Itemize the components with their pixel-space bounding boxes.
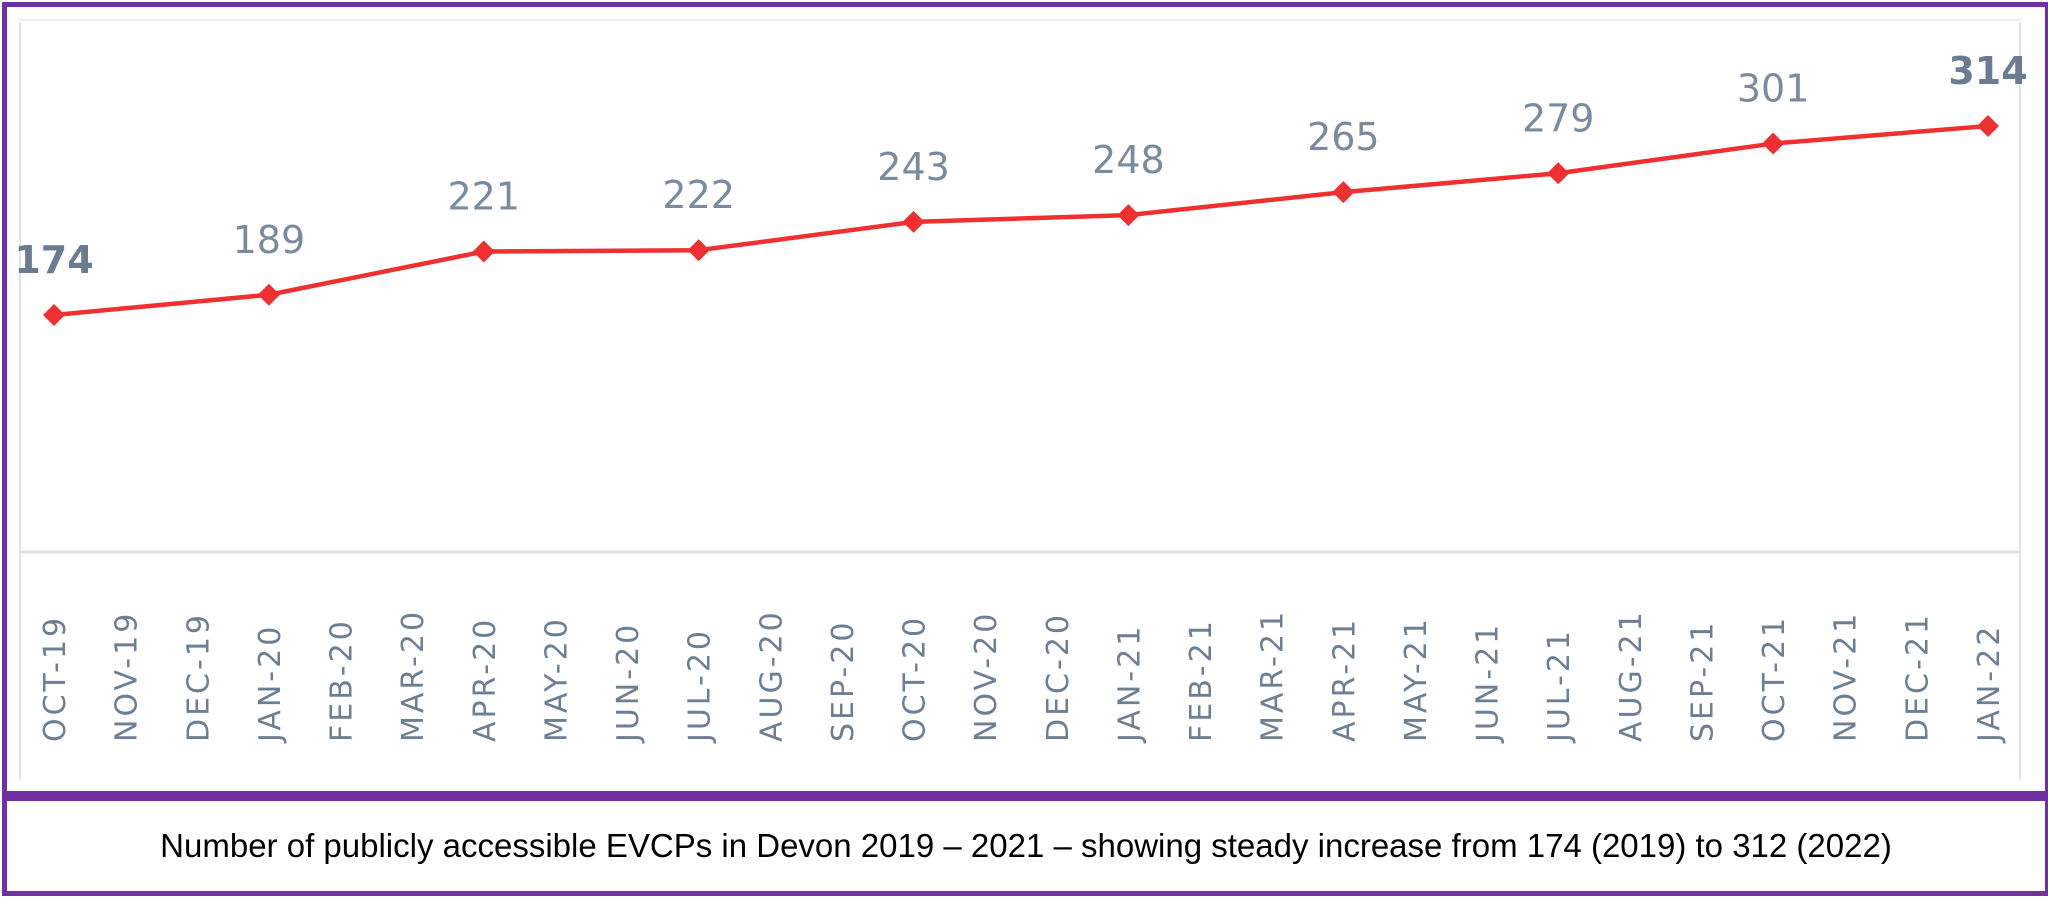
data-label: 265	[1307, 115, 1380, 159]
data-point-marker	[1117, 204, 1140, 227]
data-point-marker	[1332, 181, 1355, 204]
data-point-marker	[687, 239, 710, 262]
x-tick-label: MAY-20	[539, 616, 574, 742]
x-tick-label: OCT-19	[38, 615, 73, 742]
x-tick-label: AUG-20	[754, 609, 789, 742]
x-tick-label: SEP-21	[1685, 620, 1720, 742]
x-tick-label: NOV-19	[110, 611, 145, 742]
line-chart: 174 189 221 222 243 248 265 279 301 314 OCT-19 NOV-…	[14, 19, 2028, 780]
data-label: 174	[14, 238, 93, 282]
data-label: 314	[1948, 49, 2027, 93]
data-point-marker	[1977, 115, 1999, 137]
x-tick-label: MAY-21	[1399, 616, 1434, 742]
x-tick-label: SEP-20	[826, 620, 861, 742]
x-tick-label: APR-20	[468, 617, 503, 742]
data-point-marker	[1762, 132, 1785, 155]
chart-frame	[2, 2, 2048, 796]
x-tick-label: JAN-20	[253, 624, 288, 744]
data-label: 243	[877, 145, 950, 189]
data-point-marker	[43, 304, 65, 326]
x-tick-label: FEB-20	[325, 618, 360, 742]
data-label: 279	[1522, 96, 1595, 140]
chart-caption: Number of publicly accessible EVCPs in D…	[160, 827, 1892, 864]
x-tick-label: APR-21	[1327, 617, 1362, 742]
x-tick-label: OCT-20	[898, 615, 933, 742]
series-line	[53, 123, 1989, 318]
data-label: 248	[1092, 138, 1165, 182]
x-tick-label: NOV-21	[1829, 611, 1864, 742]
data-point-marker	[472, 240, 495, 263]
x-tick-label: DEC-21	[1900, 612, 1935, 742]
data-point-marker	[1547, 162, 1570, 185]
x-tick-label: NOV-20	[969, 611, 1004, 742]
x-tick-label: JUN-21	[1471, 622, 1506, 744]
x-tick-label: MAR-21	[1256, 609, 1291, 742]
data-point-marker	[257, 283, 280, 306]
data-label: 189	[233, 218, 306, 262]
x-tick-label: JAN-21	[1112, 624, 1147, 744]
x-tick-label: JUL-20	[683, 628, 718, 744]
x-tick-label: JUN-20	[611, 622, 646, 744]
x-tick-label: DEC-20	[1041, 612, 1076, 742]
x-tick-label: AUG-21	[1614, 609, 1649, 742]
x-tick-label: JUL-21	[1542, 628, 1577, 744]
x-tick-label: MAR-20	[396, 609, 431, 742]
x-tick-label: JAN-22	[1972, 624, 2007, 744]
x-tick-label: FEB-21	[1184, 618, 1219, 742]
x-tick-label: OCT-21	[1757, 615, 1792, 742]
data-point-marker	[902, 210, 925, 233]
x-tick-label: DEC-19	[181, 612, 216, 742]
data-label: 221	[448, 175, 521, 219]
data-label: 222	[662, 173, 735, 217]
caption-box: Number of publicly accessible EVCPs in D…	[2, 796, 2048, 896]
data-label: 301	[1737, 67, 1810, 111]
